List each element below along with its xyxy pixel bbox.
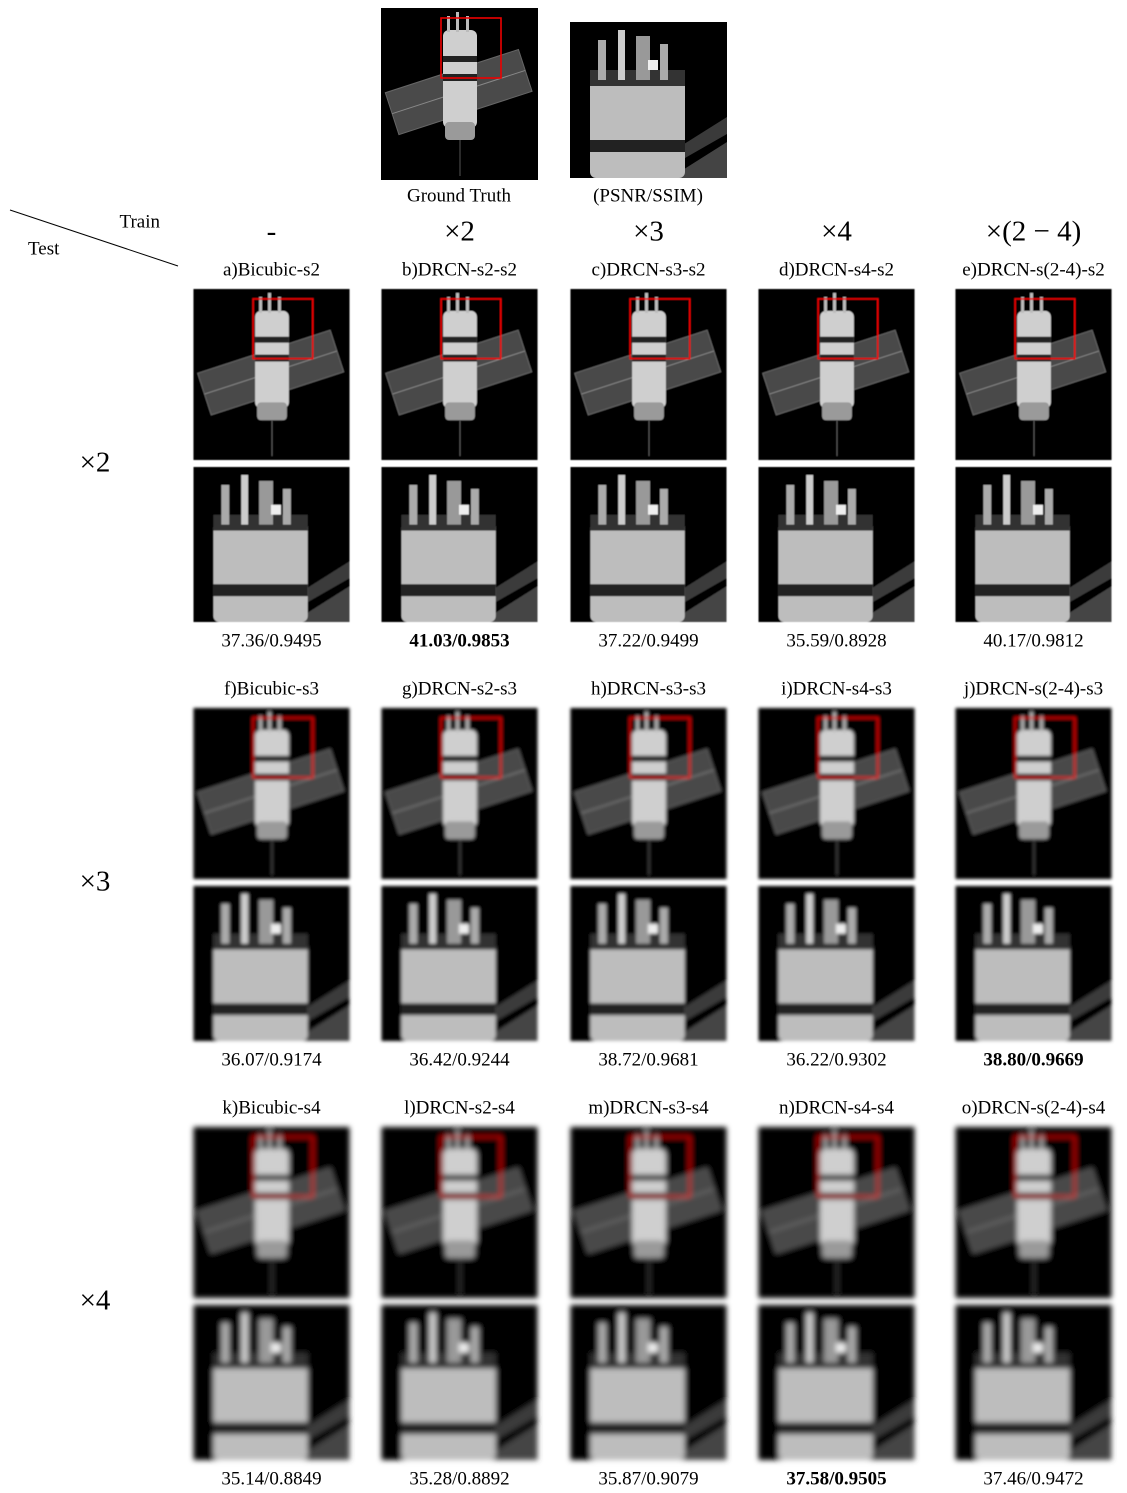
cell-label: l)DRCN-s2-s4 — [404, 1097, 515, 1118]
result-image — [758, 289, 914, 460]
row-header: ×4 — [80, 1285, 111, 1317]
cell-label: h)DRCN-s3-s3 — [591, 678, 706, 699]
column-header: ×4 — [821, 216, 852, 248]
column-header: ×3 — [633, 216, 664, 248]
result-image — [193, 1127, 349, 1298]
result-image — [381, 1127, 537, 1298]
result-crop — [956, 467, 1112, 622]
cell-label: m)DRCN-s3-s4 — [588, 1097, 709, 1118]
metric: 36.22/0.9302 — [786, 1049, 886, 1070]
result-crop — [382, 886, 538, 1041]
cell-label: k)Bicubic-s4 — [222, 1097, 321, 1118]
cell-label: e)DRCN-s(2-4)-s2 — [962, 259, 1104, 280]
metric: 35.14/0.8849 — [221, 1468, 321, 1489]
result-crop — [382, 467, 538, 622]
result-crop — [194, 886, 350, 1041]
result-image — [570, 1127, 726, 1298]
row-header: ×3 — [80, 866, 111, 898]
cell-label: c)DRCN-s3-s2 — [592, 259, 706, 280]
result-image — [955, 1127, 1111, 1298]
metric: 40.17/0.9812 — [983, 630, 1083, 651]
result-image — [381, 708, 537, 879]
result-image — [955, 708, 1111, 879]
result-image — [570, 289, 726, 460]
result-image — [758, 708, 914, 879]
metric: 41.03/0.9853 — [409, 630, 509, 651]
page: { "top": { "ground_truth_caption": "Grou… — [0, 0, 1127, 1493]
result-crop — [759, 467, 915, 622]
metric: 38.80/0.9669 — [983, 1049, 1083, 1070]
result-image — [570, 708, 726, 879]
metric: 37.58/0.9505 — [786, 1468, 886, 1489]
figure: Ground Truth (PSNR/SSIM) Train Test - ×2 ×… — [0, 0, 1127, 1493]
caption: Ground Truth — [407, 185, 511, 206]
result-crop — [956, 886, 1112, 1041]
cell-label: b)DRCN-s2-s2 — [402, 259, 517, 280]
metric: 37.36/0.9495 — [221, 630, 321, 651]
metric: 38.72/0.9681 — [598, 1049, 698, 1070]
result-crop — [571, 886, 727, 1041]
cell-label: j)DRCN-s(2-4)-s3 — [963, 678, 1103, 699]
metric: 37.46/0.9472 — [983, 1468, 1083, 1489]
metric: 35.28/0.8892 — [409, 1468, 509, 1489]
corner-test: Test — [28, 238, 60, 259]
result-crop — [571, 1305, 727, 1460]
cell-label: i)DRCN-s4-s3 — [781, 678, 892, 699]
metric: 37.22/0.9499 — [598, 630, 698, 651]
metric: 35.87/0.9079 — [598, 1468, 698, 1489]
column-header: ×2 — [444, 216, 475, 248]
caption: (PSNR/SSIM) — [593, 185, 703, 206]
result-crop — [956, 1305, 1112, 1460]
cell-label: o)DRCN-s(2-4)-s4 — [962, 1097, 1106, 1118]
column-header: - — [267, 216, 277, 248]
result-crop — [194, 1305, 350, 1460]
metric: 36.42/0.9244 — [409, 1049, 510, 1070]
cell-label: a)Bicubic-s2 — [223, 259, 320, 280]
ground-truth-crop — [570, 22, 727, 178]
result-crop — [382, 1305, 538, 1460]
result-crop — [759, 1305, 915, 1460]
result-image — [193, 708, 349, 879]
result-crop — [194, 467, 350, 622]
metric: 36.07/0.9174 — [221, 1049, 322, 1070]
cell-label: d)DRCN-s4-s2 — [779, 259, 894, 280]
column-header: ×(2 − 4) — [986, 216, 1082, 248]
row-header: ×2 — [80, 447, 111, 479]
corner-train: Train — [120, 211, 161, 232]
ground-truth-image — [381, 8, 538, 180]
result-image — [758, 1127, 914, 1298]
metric: 35.59/0.8928 — [786, 630, 886, 651]
result-crop — [759, 886, 915, 1041]
cell-label: f)Bicubic-s3 — [224, 678, 319, 699]
result-image — [381, 289, 537, 460]
result-image — [955, 289, 1111, 460]
result-crop — [571, 467, 727, 622]
cell-label: g)DRCN-s2-s3 — [402, 678, 517, 699]
cell-label: n)DRCN-s4-s4 — [779, 1097, 895, 1118]
result-image — [193, 289, 349, 460]
